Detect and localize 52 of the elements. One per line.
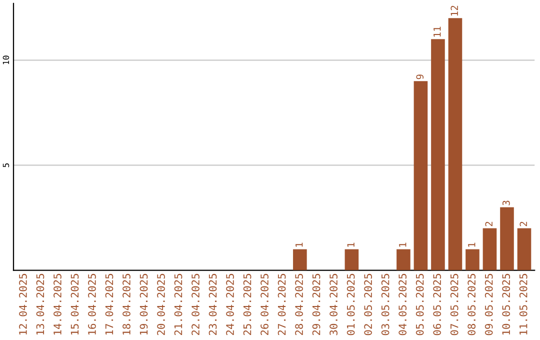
data-label: 1 bbox=[399, 242, 406, 247]
x-tick-label: 08.05.2025 bbox=[468, 274, 476, 336]
bar bbox=[431, 39, 445, 270]
x-tick-label: 07.05.2025 bbox=[450, 274, 458, 336]
bar bbox=[396, 249, 410, 270]
x-tick-label: 16.04.2025 bbox=[88, 274, 96, 335]
x-tick-label: 30.04.2025 bbox=[330, 274, 338, 336]
data-label: 1 bbox=[468, 242, 476, 247]
x-tick-label: 29.04.2025 bbox=[312, 274, 320, 336]
x-tick-label: 11.05.2025 bbox=[519, 274, 528, 335]
x-tick-label: 24.04.2025 bbox=[226, 274, 234, 336]
bar bbox=[466, 249, 480, 270]
x-tick-label: 05.05.2025 bbox=[416, 274, 424, 336]
x-tick-label: 14.04.2025 bbox=[54, 274, 62, 335]
data-label: 1 bbox=[296, 242, 303, 247]
bar bbox=[448, 18, 462, 270]
bar bbox=[482, 228, 497, 270]
x-tick-label: 25.04.2025 bbox=[243, 274, 252, 336]
x-tick-label: 15.04.2025 bbox=[70, 274, 79, 335]
x-tick-label: 20.04.2025 bbox=[157, 274, 165, 336]
x-tick-label: 02.05.2025 bbox=[364, 274, 372, 336]
x-tick-label: 28.04.2025 bbox=[295, 274, 303, 336]
y-tick-label: 10 bbox=[2, 56, 10, 64]
data-label: 2 bbox=[520, 222, 527, 226]
x-tick-label: 01.05.2025 bbox=[346, 274, 355, 336]
data-label: 9 bbox=[416, 74, 424, 80]
x-tick-label: 12.04.2025 bbox=[19, 274, 27, 335]
data-label: 11 bbox=[434, 26, 441, 37]
data-label: 12 bbox=[450, 6, 458, 16]
x-tick-label: 21.04.2025 bbox=[174, 274, 182, 336]
x-tick-label: 27.04.2025 bbox=[278, 274, 286, 336]
bar bbox=[517, 228, 532, 270]
bar bbox=[500, 207, 514, 270]
x-tick-label: 19.04.2025 bbox=[140, 274, 148, 335]
x-tick-label: 23.04.2025 bbox=[208, 274, 217, 336]
x-tick-label: 09.05.2025 bbox=[484, 274, 493, 336]
x-tick-label: 18.04.2025 bbox=[122, 274, 130, 335]
data-label: 1 bbox=[347, 242, 354, 247]
bar bbox=[293, 249, 307, 270]
y-tick-label: 5 bbox=[2, 163, 10, 168]
data-label: 3 bbox=[502, 200, 510, 206]
x-tick-label: 10.05.2025 bbox=[502, 274, 510, 335]
x-tick-label: 13.04.2025 bbox=[36, 274, 44, 335]
x-tick-label: 04.05.2025 bbox=[398, 274, 407, 336]
x-tick-label: 26.04.2025 bbox=[260, 274, 268, 336]
x-tick-label: 17.04.2025 bbox=[105, 274, 114, 335]
bar bbox=[344, 249, 359, 270]
x-tick-label: 03.05.2025 bbox=[381, 274, 390, 336]
x-tick-label: 06.05.2025 bbox=[433, 274, 442, 336]
data-label: 2 bbox=[485, 222, 492, 226]
x-tick-label: 22.04.2025 bbox=[192, 274, 200, 336]
bar bbox=[414, 81, 428, 270]
